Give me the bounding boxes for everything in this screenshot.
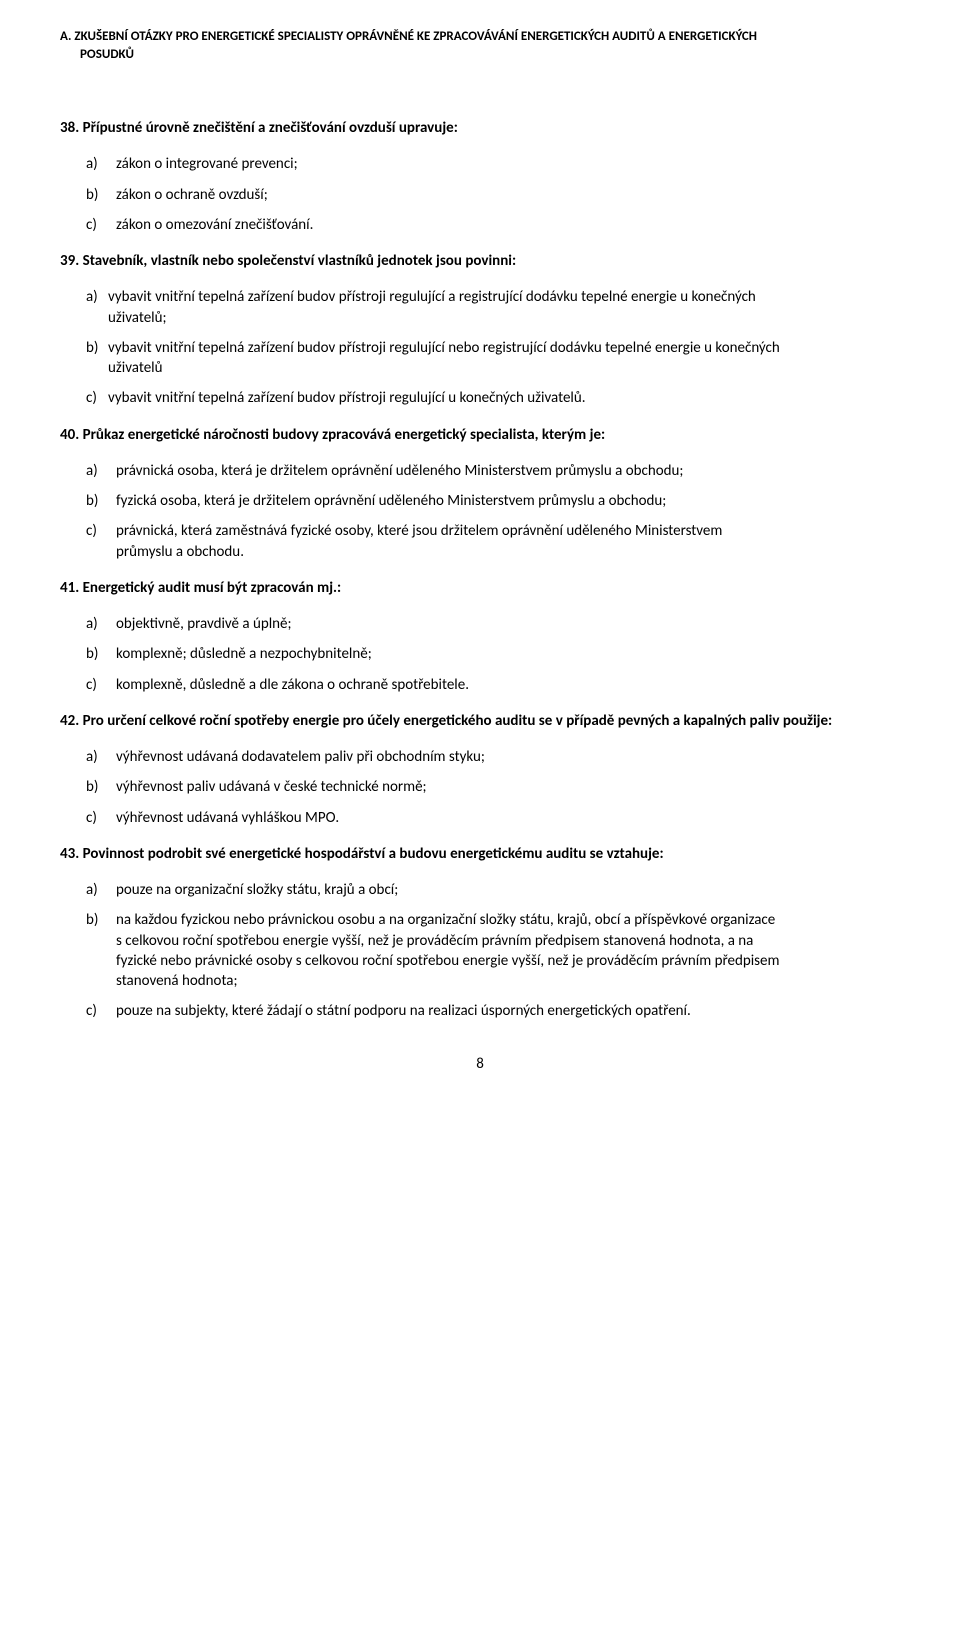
option-text: zákon o ochraně ovzduší; xyxy=(116,185,900,205)
option-text: fyzická osoba, která je držitelem oprávn… xyxy=(116,491,900,511)
option-letter: c) xyxy=(86,808,116,828)
option-letter: b) xyxy=(86,777,116,797)
option: b)výhřevnost paliv udávaná v české techn… xyxy=(60,777,900,797)
header-line-1: A. ZKUŠEBNÍ OTÁZKY PRO ENERGETICKÉ SPECI… xyxy=(60,28,900,46)
option: b)fyzická osoba, která je držitelem oprá… xyxy=(60,491,900,511)
option-text: zákon o integrované prevenci; xyxy=(116,154,900,174)
option-letter: c) xyxy=(86,521,116,562)
option-letter: a) xyxy=(86,614,116,634)
option: a)objektivně, pravdivě a úplně; xyxy=(60,614,900,634)
option: b)vybavit vnitřní tepelná zařízení budov… xyxy=(60,338,900,379)
question-title: 42. Pro určení celkové roční spotřeby en… xyxy=(60,711,900,731)
option-text: právnická, která zaměstnává fyzické osob… xyxy=(116,521,900,562)
questions-container: 38. Přípustné úrovně znečištění a znečiš… xyxy=(60,118,900,1022)
question: 42. Pro určení celkové roční spotřeby en… xyxy=(60,711,900,828)
option: a)výhřevnost udávaná dodavatelem paliv p… xyxy=(60,747,900,767)
question-title: 40. Průkaz energetické náročnosti budovy… xyxy=(60,425,900,445)
option: c) výhřevnost udávaná vyhláškou MPO. xyxy=(60,808,900,828)
option-text: právnická osoba, která je držitelem oprá… xyxy=(116,461,900,481)
option-text: objektivně, pravdivě a úplně; xyxy=(116,614,900,634)
option: b)komplexně; důsledně a nezpochybnitelně… xyxy=(60,644,900,664)
option-letter: a) xyxy=(86,747,116,767)
option: c)pouze na subjekty, které žádají o stát… xyxy=(60,1001,900,1021)
option-letter: c) xyxy=(86,215,116,235)
option-text: vybavit vnitřní tepelná zařízení budov p… xyxy=(108,388,900,408)
option-text: pouze na subjekty, které žádají o státní… xyxy=(116,1001,900,1021)
option: a)pouze na organizační složky státu, kra… xyxy=(60,880,900,900)
option: a)vybavit vnitřní tepelná zařízení budov… xyxy=(60,287,900,328)
option-text: komplexně, důsledně a dle zákona o ochra… xyxy=(116,675,900,695)
option-text: zákon o omezování znečišťování. xyxy=(116,215,900,235)
option-letter: a) xyxy=(86,880,116,900)
option: c)komplexně, důsledně a dle zákona o och… xyxy=(60,675,900,695)
option-letter: b) xyxy=(86,910,116,991)
option: c)vybavit vnitřní tepelná zařízení budov… xyxy=(60,388,900,408)
question-title: 39. Stavebník, vlastník nebo společenstv… xyxy=(60,251,900,271)
page-number: 8 xyxy=(60,1054,900,1074)
option-text: vybavit vnitřní tepelná zařízení budov p… xyxy=(108,338,900,379)
option-letter: b) xyxy=(86,185,116,205)
option-letter: a) xyxy=(86,154,116,174)
option-text: výhřevnost udávaná vyhláškou MPO. xyxy=(116,808,900,828)
question-title: 43. Povinnost podrobit své energetické h… xyxy=(60,844,900,864)
option-text: komplexně; důsledně a nezpochybnitelně; xyxy=(116,644,900,664)
option-letter: c) xyxy=(86,1001,116,1021)
option-text: na každou fyzickou nebo právnickou osobu… xyxy=(116,910,900,991)
option: b)na každou fyzickou nebo právnickou oso… xyxy=(60,910,900,991)
option-text: pouze na organizační složky státu, krajů… xyxy=(116,880,900,900)
option-text: vybavit vnitřní tepelná zařízení budov p… xyxy=(108,287,900,328)
question-title: 41. Energetický audit musí být zpracován… xyxy=(60,578,900,598)
option-letter: a) xyxy=(86,461,116,481)
option-letter: b) xyxy=(86,338,108,379)
option-letter: b) xyxy=(86,644,116,664)
page-header: A. ZKUŠEBNÍ OTÁZKY PRO ENERGETICKÉ SPECI… xyxy=(60,28,900,63)
question: 43. Povinnost podrobit své energetické h… xyxy=(60,844,900,1022)
question: 39. Stavebník, vlastník nebo společenstv… xyxy=(60,251,900,409)
option: c)právnická, která zaměstnává fyzické os… xyxy=(60,521,900,562)
question-title: 38. Přípustné úrovně znečištění a znečiš… xyxy=(60,118,900,138)
question: 40. Průkaz energetické náročnosti budovy… xyxy=(60,425,900,562)
option-letter: b) xyxy=(86,491,116,511)
option: c)zákon o omezování znečišťování. xyxy=(60,215,900,235)
question: 41. Energetický audit musí být zpracován… xyxy=(60,578,900,695)
header-line-2: POSUDKŮ xyxy=(60,46,900,64)
option: a)právnická osoba, která je držitelem op… xyxy=(60,461,900,481)
question: 38. Přípustné úrovně znečištění a znečiš… xyxy=(60,118,900,235)
option-letter: c) xyxy=(86,388,108,408)
option-letter: a) xyxy=(86,287,108,328)
option: a)zákon o integrované prevenci; xyxy=(60,154,900,174)
option-text: výhřevnost udávaná dodavatelem paliv při… xyxy=(116,747,900,767)
option-letter: c) xyxy=(86,675,116,695)
option: b)zákon o ochraně ovzduší; xyxy=(60,185,900,205)
option-text: výhřevnost paliv udávaná v české technic… xyxy=(116,777,900,797)
